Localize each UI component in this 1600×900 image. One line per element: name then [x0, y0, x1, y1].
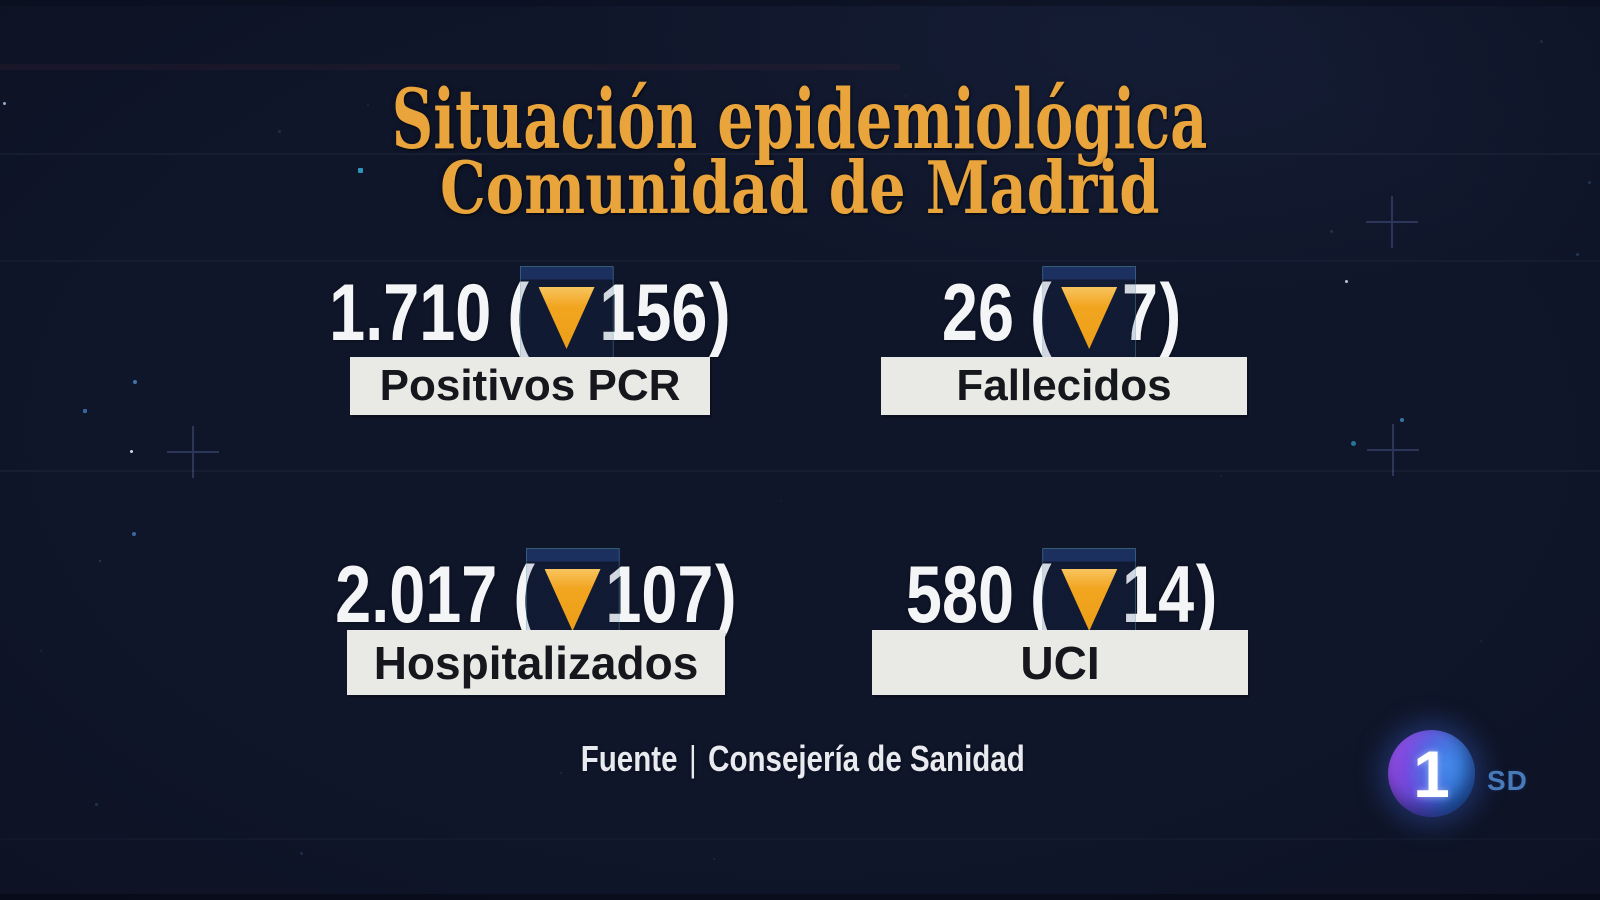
- star-dot: [133, 380, 137, 384]
- scanline-band: [0, 470, 1600, 472]
- scanline-band: [0, 894, 1600, 900]
- source-attribution: Fuente | Consejería de Sanidad: [6, 741, 1600, 777]
- triangle-down-icon: [538, 287, 595, 349]
- stat-label-box: Positivos PCR: [350, 357, 710, 415]
- star-dot: [367, 104, 369, 106]
- title-block: Situación epidemiológica Comunidad de Ma…: [0, 79, 1600, 224]
- stat-label-box: Fallecidos: [881, 357, 1247, 415]
- source-name: Consejería de Sanidad: [708, 738, 1026, 779]
- source-label: Fuente: [580, 738, 678, 779]
- close-paren: ): [1196, 550, 1218, 640]
- sd-quality-badge: SD: [1487, 765, 1528, 796]
- scanline-band: [0, 260, 1600, 262]
- stat-label: Hospitalizados: [373, 636, 699, 689]
- scanline-band: [0, 64, 900, 70]
- stat-value: 1.710: [329, 268, 492, 358]
- star-dot: [99, 560, 101, 562]
- triangle-down-icon: [1061, 287, 1118, 349]
- star-dot: [1576, 253, 1579, 256]
- star-dot: [780, 500, 782, 502]
- stat-label-box: Hospitalizados: [347, 630, 725, 695]
- star-dot: [1588, 181, 1591, 184]
- trend-indicator-box: [1058, 268, 1120, 358]
- stat-delta: 107: [605, 550, 714, 640]
- star-dot: [1351, 441, 1356, 446]
- triangle-down-icon: [1061, 569, 1118, 631]
- star-dot: [300, 852, 303, 855]
- trend-indicator-box: [535, 268, 597, 358]
- stat-label-box: UCI: [872, 630, 1248, 695]
- stat-delta: 156: [599, 268, 708, 358]
- star-dot: [83, 409, 87, 413]
- stat-value-line: 2.017(107): [311, 550, 761, 640]
- star-dot: [1220, 475, 1222, 477]
- stat-value: 2.017: [335, 550, 498, 640]
- stat-value-line: 1.710(156): [305, 268, 755, 358]
- star-dot: [1480, 640, 1482, 642]
- star-dot: [1400, 418, 1404, 422]
- page-subtitle: Comunidad de Madrid: [440, 145, 1160, 230]
- star-dot: [40, 650, 42, 652]
- source-separator: |: [689, 738, 697, 779]
- stat-value-line: 580(14): [837, 550, 1287, 640]
- triangle-down-icon: [544, 569, 601, 631]
- stat-label: UCI: [1020, 636, 1100, 689]
- star-dot: [713, 858, 715, 860]
- crosshair-mark: [167, 426, 219, 478]
- trend-indicator-box: [1058, 550, 1120, 640]
- page-title: Situación epidemiológica: [392, 72, 1208, 168]
- star-dot: [560, 772, 562, 774]
- star-dot: [278, 130, 281, 133]
- star-dot: [1540, 40, 1543, 43]
- star-dot: [1345, 280, 1348, 283]
- close-paren: ): [709, 268, 731, 358]
- close-paren: ): [1160, 268, 1182, 358]
- close-paren: ): [715, 550, 737, 640]
- stat-value: 580: [906, 550, 1015, 640]
- stat-value-line: 26(7): [837, 268, 1287, 358]
- star-dot: [130, 450, 133, 453]
- trend-indicator-box: [541, 550, 603, 640]
- scanline-band: [0, 0, 1600, 6]
- crosshair-mark: [1367, 424, 1419, 476]
- channel-number: 1: [1413, 736, 1450, 811]
- stat-label: Positivos PCR: [379, 361, 681, 410]
- star-dot: [132, 532, 136, 536]
- scanline-band: [0, 838, 1600, 840]
- star-dot: [3, 102, 6, 105]
- star-dot: [905, 95, 907, 97]
- channel-logo-la1: 1: [1388, 730, 1475, 817]
- star-dot: [95, 803, 98, 806]
- stat-label: Fallecidos: [956, 361, 1172, 410]
- stat-value: 26: [942, 268, 1015, 358]
- star-dot: [1330, 230, 1333, 233]
- star-dot: [358, 168, 363, 173]
